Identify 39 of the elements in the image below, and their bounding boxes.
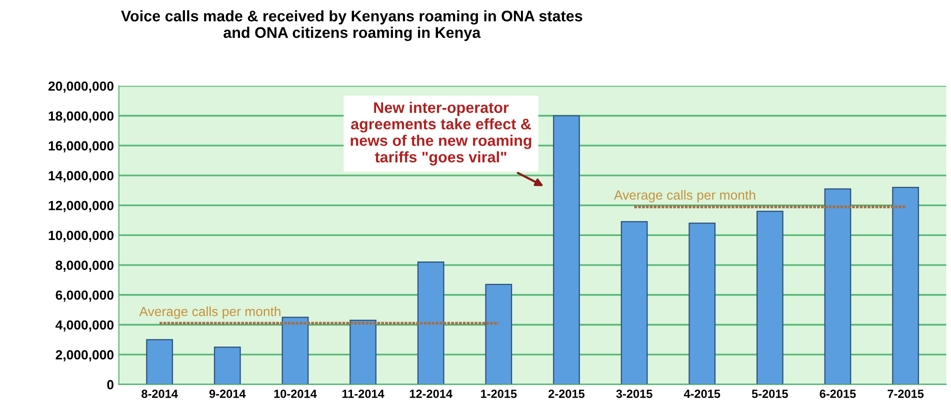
y-tick-label: 2,000,000 [56, 350, 114, 362]
x-tick-label: 6-2015 [820, 390, 856, 398]
series-label: Average calls per month [139, 306, 280, 319]
y-tick-label: 8,000,000 [56, 260, 114, 272]
bar [350, 320, 376, 384]
bar [485, 284, 512, 384]
y-tick-label: 16,000,000 [48, 141, 114, 152]
x-tick-label: 8-2014 [142, 390, 178, 398]
bar [824, 188, 852, 384]
series-label: Average calls per month [614, 190, 756, 202]
bar [146, 339, 174, 384]
bar [214, 346, 241, 384]
y-tick-label: 0 [107, 380, 114, 390]
y-tick-label: 4,000,000 [56, 320, 114, 332]
bar [756, 210, 784, 384]
x-tick-label: 7-2015 [888, 390, 924, 398]
x-tick-label: 9-2014 [209, 390, 246, 398]
y-tick-label: 14,000,000 [48, 171, 114, 182]
y-tick-label: 6,000,000 [56, 290, 114, 302]
annotation: New inter-operator agreements take effect & news of the new roaming tariffs "goes viral" [350, 102, 532, 166]
y-tick-label: 18,000,000 [48, 111, 114, 123]
bar [892, 186, 919, 384]
x-tick-label: 10-2014 [274, 390, 317, 398]
x-tick-label: 3-2015 [616, 390, 652, 398]
x-tick-label: 12-2014 [410, 390, 452, 398]
bar [553, 115, 580, 384]
bar [688, 222, 716, 384]
y-tick-label: 20,000,000 [48, 81, 114, 93]
bar [417, 261, 444, 384]
y-tick-label: 10,000,000 [48, 230, 114, 242]
x-tick-label: 11-2014 [342, 390, 384, 398]
x-tick-label: 1-2015 [481, 390, 517, 398]
x-tick-label: 5-2015 [752, 390, 788, 398]
bar [620, 221, 648, 384]
x-tick-label: 2-2015 [548, 390, 585, 398]
chart-title: Voice calls made & received by Kenyans roaming in ONA states and ONA citizens roaming in Kenya [121, 10, 582, 42]
x-tick-label: 4-2015 [684, 390, 720, 398]
bar [282, 316, 309, 384]
y-tick-label: 12,000,000 [48, 200, 114, 212]
